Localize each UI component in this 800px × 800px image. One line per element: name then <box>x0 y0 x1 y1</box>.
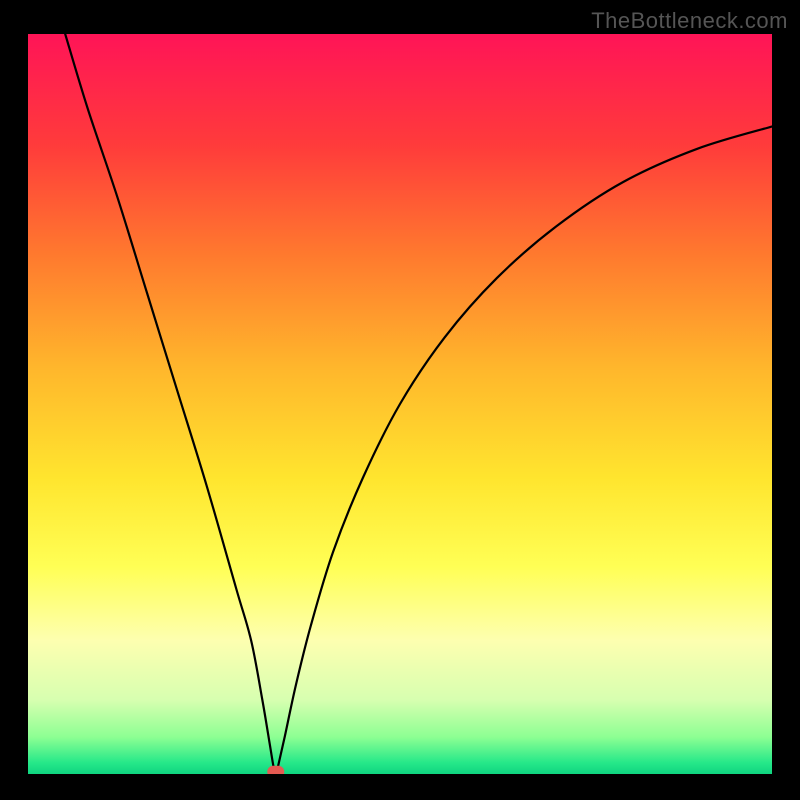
chart-container: TheBottleneck.com <box>0 0 800 800</box>
plot-area <box>28 34 772 774</box>
watermark-text: TheBottleneck.com <box>591 8 788 34</box>
curve-svg <box>28 34 772 774</box>
optimum-marker <box>267 766 284 774</box>
